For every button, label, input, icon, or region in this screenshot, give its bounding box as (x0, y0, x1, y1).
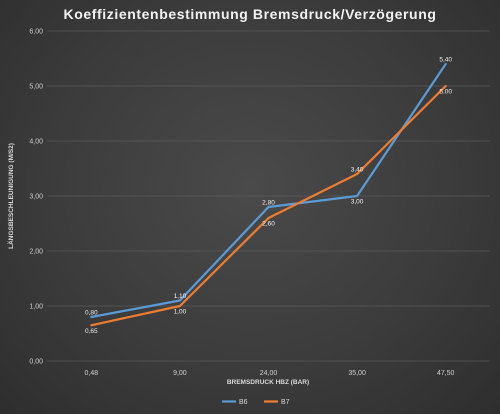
series-line-b6 (90, 62, 447, 319)
data-label: 1,10 (174, 293, 187, 300)
y-tick-label: 2,00 (29, 249, 43, 256)
x-tick-label: 24,00 (260, 370, 278, 377)
y-tick-label: 1,00 (29, 304, 43, 311)
legend-label: B6 (239, 399, 248, 406)
x-tick-label: 0,48 (84, 370, 98, 377)
data-label: 2,60 (262, 221, 275, 228)
data-label: 3,00 (351, 199, 364, 206)
y-axis-title: LÄNGSBESCHLEUNIGUNG (M/S2) (7, 143, 15, 249)
x-tick-label: 47,50 (437, 370, 455, 377)
chart-title: Koeffizientenbestimmung Bremsdruck/Verzö… (64, 6, 437, 22)
x-axis-title: BREMSDRUCK HBZ (BAR) (227, 379, 309, 386)
y-axis-ticks: 0,00 1,00 2,00 3,00 4,00 5,00 6,00 (29, 29, 43, 366)
series-lines (90, 62, 447, 327)
data-label: 5,40 (439, 57, 452, 64)
legend: B6 B7 (222, 399, 290, 406)
legend-label: B7 (281, 399, 290, 406)
x-tick-label: 35,00 (348, 370, 366, 377)
x-axis-ticks: 0,48 9,00 24,00 35,00 47,50 (84, 370, 454, 377)
y-tick-label: 5,00 (29, 84, 43, 91)
data-labels: 0,80 0,65 1,10 1,00 2,80 2,60 3,00 3,40 5,40 5,00 (85, 57, 452, 335)
y-tick-label: 4,00 (29, 139, 43, 146)
y-tick-label: 6,00 (29, 29, 43, 36)
data-label: 2,80 (262, 200, 275, 207)
y-tick-label: 3,00 (29, 194, 43, 201)
gridlines (47, 30, 490, 362)
data-label: 1,00 (174, 309, 187, 316)
data-label: 0,65 (85, 328, 98, 335)
x-tick-label: 9,00 (173, 370, 187, 377)
data-label: 0,80 (85, 310, 98, 317)
y-tick-label: 0,00 (29, 359, 43, 366)
data-label: 5,00 (439, 89, 452, 96)
data-label: 3,40 (351, 167, 364, 174)
